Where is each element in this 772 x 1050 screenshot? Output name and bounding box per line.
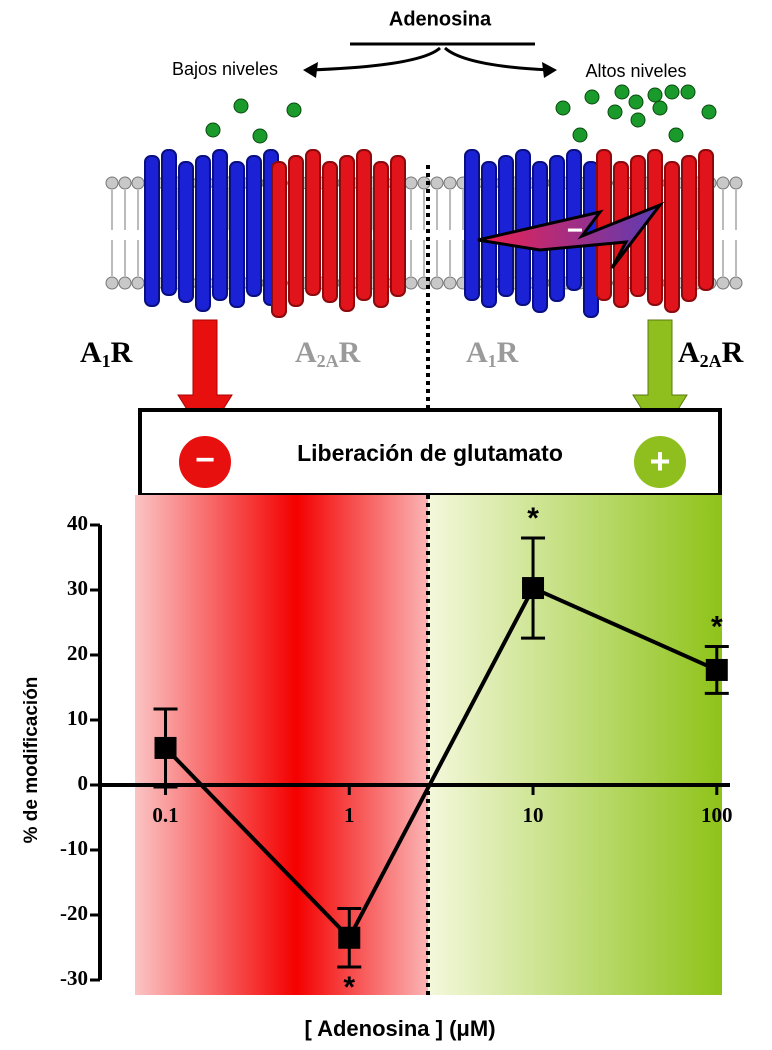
y-tick-label: 10 <box>67 706 88 730</box>
receptor-label: A1R <box>466 336 519 371</box>
adenosine <box>681 85 695 99</box>
adenosine <box>287 103 301 117</box>
helix <box>682 156 696 301</box>
low-region <box>135 495 428 995</box>
adenosine <box>234 99 248 113</box>
membrane: − <box>106 85 742 317</box>
adenosine <box>669 128 683 142</box>
helix <box>465 150 479 300</box>
bolt-sign: − <box>567 214 583 245</box>
helix <box>340 156 354 311</box>
diagram-title: Adenosina <box>389 8 492 30</box>
y-tick-label: -20 <box>60 901 88 925</box>
helix <box>323 162 337 302</box>
lipid-head <box>730 177 742 189</box>
high-label: Altos niveles <box>585 61 686 81</box>
helix <box>247 156 261 296</box>
x-axis-label: [ Adenosina ] (μM) <box>304 1016 495 1041</box>
adenosine <box>573 128 587 142</box>
significance: * <box>343 971 355 1004</box>
helix <box>648 150 662 305</box>
y-tick-label: 20 <box>67 641 88 665</box>
helix <box>272 162 286 317</box>
marker <box>155 737 177 759</box>
y-axis-label: % de modificación <box>21 677 42 844</box>
lipid-head <box>431 177 443 189</box>
significance: * <box>527 502 539 535</box>
lipid-head <box>132 177 144 189</box>
helix <box>213 150 227 300</box>
lipid-head <box>132 277 144 289</box>
lipid-head <box>106 277 118 289</box>
adenosine <box>665 85 679 99</box>
adenosine <box>556 101 570 115</box>
adenosine <box>631 113 645 127</box>
arrow-head <box>303 62 318 78</box>
lipid-head <box>717 277 729 289</box>
y-tick-label: -30 <box>60 966 88 990</box>
low-label: Bajos niveles <box>172 59 278 79</box>
x-tick-label: 1 <box>344 803 355 827</box>
receptor-label: A2AR <box>295 336 361 371</box>
arrow <box>310 48 440 70</box>
adenosine <box>608 105 622 119</box>
figure: Adenosina Bajos niveles Altos niveles − … <box>0 0 772 1050</box>
helix <box>306 150 320 295</box>
marker <box>522 577 544 599</box>
lipid-head <box>405 177 417 189</box>
lipid-head <box>444 277 456 289</box>
page: Adenosina Bajos niveles Altos niveles − … <box>0 0 772 1050</box>
adenosine <box>585 90 599 104</box>
helix <box>196 156 210 311</box>
y-tick-label: 0 <box>78 771 89 795</box>
receptor-label: A1R <box>80 336 133 371</box>
stimulate-sign: + <box>649 441 670 482</box>
helix <box>665 162 679 312</box>
x-tick-label: 10 <box>523 803 544 827</box>
marker <box>338 927 360 949</box>
helix <box>230 162 244 307</box>
y-tick-label: 30 <box>67 576 88 600</box>
y-tick-label: 40 <box>67 511 88 535</box>
x-tick-label: 100 <box>701 803 733 827</box>
adenosine <box>206 123 220 137</box>
helix <box>499 156 513 296</box>
adenosine <box>253 129 267 143</box>
x-tick-label: 0.1 <box>152 803 178 827</box>
lipid-head <box>444 177 456 189</box>
lipid-head <box>106 177 118 189</box>
arrow <box>445 48 550 70</box>
adenosine <box>653 101 667 115</box>
lipid-head <box>405 277 417 289</box>
helix <box>699 150 713 290</box>
adenosine <box>648 88 662 102</box>
helix <box>482 162 496 307</box>
arrow-head <box>542 62 557 78</box>
lipid-head <box>730 277 742 289</box>
marker <box>706 659 728 681</box>
helix <box>374 162 388 307</box>
helix <box>162 150 176 295</box>
lipid-head <box>119 177 131 189</box>
helix <box>145 156 159 306</box>
adenosine <box>702 105 716 119</box>
adenosine <box>615 85 629 99</box>
helix <box>357 150 371 300</box>
helix <box>289 156 303 306</box>
lipid-head <box>717 177 729 189</box>
significance: * <box>711 610 723 643</box>
y-tick-label: -10 <box>60 836 88 860</box>
release-label: Liberación de glutamato <box>297 440 563 466</box>
lipid-head <box>431 277 443 289</box>
high-region <box>428 495 722 995</box>
helix <box>391 156 405 296</box>
receptor-label: A2AR <box>678 336 744 371</box>
lipid-head <box>119 277 131 289</box>
inhibit-sign: − <box>195 441 215 479</box>
adenosine <box>629 95 643 109</box>
helix <box>179 162 193 302</box>
